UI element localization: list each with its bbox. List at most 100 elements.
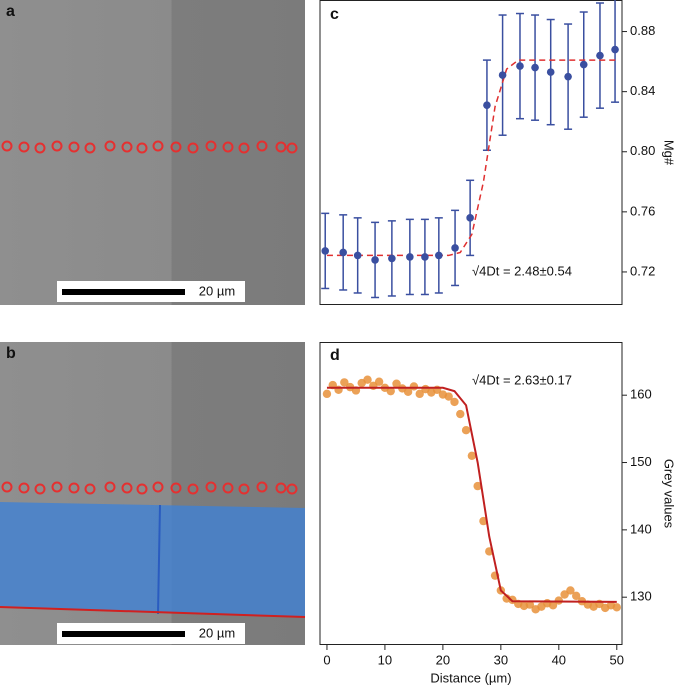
spot [238,483,250,495]
point [353,251,362,260]
image-b: 20 µm b [0,342,306,645]
spot [170,141,182,153]
point [566,586,575,595]
panel-label: d [330,347,340,364]
panel-label: a [6,3,15,20]
y-tick-label: 140 [630,521,652,536]
y-tick-label: 130 [630,589,652,604]
x-axis-label: Distance (µm) [430,670,511,685]
y-tick-label: 0.84 [630,83,655,98]
spot [1,140,13,152]
spot [51,481,63,493]
point [403,387,413,397]
spot [136,142,148,154]
point [386,386,395,396]
y-tick-label: 0.88 [630,23,655,38]
point [564,72,572,81]
y-tick-label: 150 [630,454,652,469]
micrograph [0,0,305,305]
point [612,603,621,612]
spot [104,140,116,152]
scale-text: 20 µm [199,283,235,298]
spot [152,481,164,493]
annotation: √4Dt = 2.63±0.17 [472,372,572,387]
spot [68,141,80,153]
point [579,60,588,69]
spot [121,141,133,153]
point [450,397,459,407]
scale-text: 20 µm [199,625,235,640]
profile-area [0,502,305,617]
point [525,600,535,609]
point [371,256,379,264]
spot [136,483,148,495]
spot [34,142,46,154]
scale-bar [62,289,185,295]
point [444,392,453,401]
x-tick-label: 0 [323,652,330,667]
point [596,51,604,60]
point [406,253,414,261]
y-tick-label: 0.80 [630,143,655,158]
spot [286,483,298,495]
point [531,63,539,72]
point [415,389,424,399]
profile-line [157,504,161,615]
point [435,251,443,260]
spot [18,141,30,153]
point [572,591,581,601]
spot [152,140,164,152]
point [339,248,347,257]
x-tick-label: 40 [552,652,566,667]
y-axis-label: Grey values [662,459,677,529]
point [451,244,459,252]
point [322,389,332,399]
spot [18,482,30,494]
point [473,481,482,491]
scale-bar [62,631,185,637]
spot [1,481,13,493]
x-tick-label: 30 [494,652,508,667]
spot [205,140,217,152]
spot [121,482,133,494]
point [483,101,491,109]
point [548,601,558,610]
point [467,451,477,460]
x-tick-label: 20 [436,652,450,667]
y-axis-label: Mg# [662,140,677,166]
point [516,62,524,70]
plot-frame [319,0,623,305]
point [461,426,471,435]
point [374,377,384,386]
point [340,378,349,387]
spot [187,483,199,495]
annotation: √4Dt = 2.48±0.54 [472,263,572,278]
fit-line [326,386,617,603]
spot [205,481,217,493]
panel-label: c [330,6,339,23]
y-tick-label: 160 [630,387,652,402]
fit-line [326,59,617,257]
spot [104,481,116,493]
spot [256,140,268,152]
y-tick-label: 0.72 [630,263,655,278]
image-a: 20 µm a [0,0,305,305]
spot [187,142,199,154]
point [466,214,474,222]
point [321,247,330,255]
spot [275,141,287,153]
spot [256,481,268,493]
point [421,253,429,261]
spot [222,141,234,153]
point [392,379,401,388]
y-tick-label: 0.76 [630,203,655,218]
spot [34,483,46,495]
point [409,382,419,391]
point [546,68,555,76]
point [388,254,396,263]
spot [51,140,63,152]
spot [68,482,80,494]
spot [286,142,298,154]
x-tick-label: 50 [610,652,624,667]
